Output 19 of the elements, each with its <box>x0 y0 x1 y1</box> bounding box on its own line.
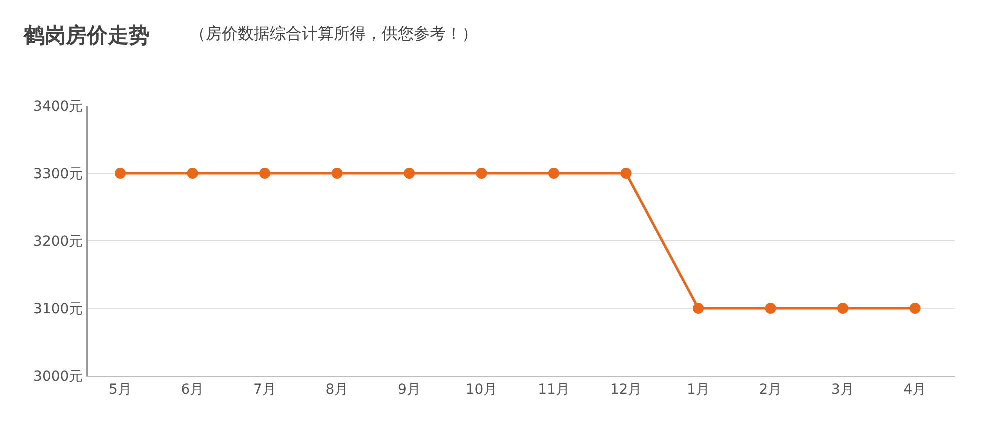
x-tick-label: 6月 <box>181 382 204 398</box>
x-tick-label: 5月 <box>109 382 132 398</box>
x-tick-label: 12月 <box>610 382 642 398</box>
x-tick-label: 7月 <box>254 382 276 398</box>
x-tick-label: 11月 <box>538 382 570 398</box>
chart-title: 鹤岗房价走势 <box>23 23 150 48</box>
y-tick-label: 3200元 <box>34 234 84 250</box>
chart-subtitle: （房价数据综合计算所得，供您参考！） <box>190 24 478 43</box>
x-tick-label: 10月 <box>466 382 498 398</box>
x-tick-label: 4月 <box>904 382 927 398</box>
x-tick-label: 9月 <box>398 382 421 398</box>
y-tick-label: 3400元 <box>34 98 84 115</box>
x-tick-label: 8月 <box>326 382 349 398</box>
y-tick-label: 3100元 <box>34 301 84 318</box>
x-tick-label: 2月 <box>759 382 782 398</box>
y-tick-label: 3000元 <box>34 368 84 385</box>
y-tick-label: 3300元 <box>34 166 84 182</box>
x-tick-label: 3月 <box>832 382 854 398</box>
x-tick-label: 1月 <box>687 382 710 398</box>
